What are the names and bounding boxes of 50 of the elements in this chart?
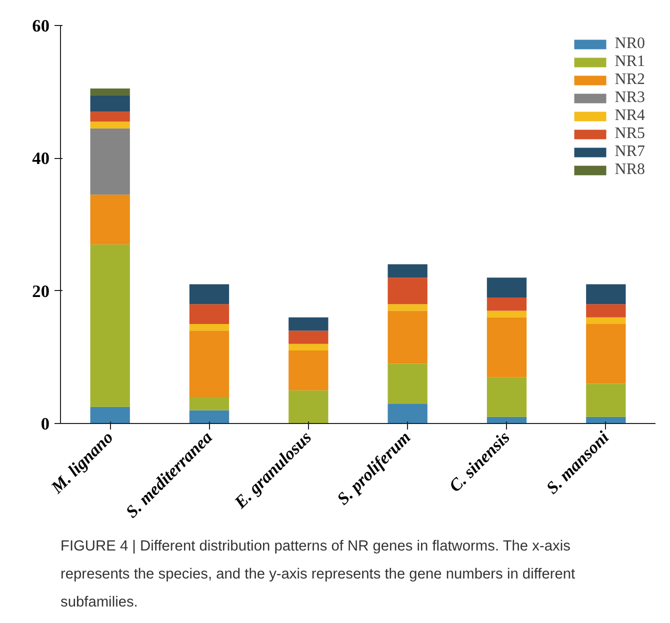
bar	[189, 304, 230, 324]
bar	[288, 330, 328, 344]
bar	[486, 297, 527, 311]
bar	[388, 304, 428, 311]
bar	[486, 377, 527, 417]
bar	[189, 410, 230, 424]
legend-label: NR7	[614, 143, 645, 161]
bar	[90, 88, 130, 96]
bar	[90, 128, 130, 195]
y-tick-label: 40	[32, 149, 50, 168]
bar	[189, 324, 230, 331]
legend-label: NR4	[614, 107, 645, 125]
bar	[486, 416, 527, 424]
caption: FIGURE 4 | Different distribution patterns of NR genes in flatworms. The x-axis represents the species, and the y-axis represents the gene numbers in different subfamilies.	[60, 538, 576, 610]
bar	[288, 390, 328, 424]
legend-label: NR1	[614, 53, 645, 71]
legend-label: NR3	[614, 89, 645, 107]
legend-label: NR0	[614, 35, 645, 53]
bar	[189, 330, 230, 397]
bar	[288, 350, 328, 390]
y-tick-label: 0	[40, 414, 50, 434]
bar	[486, 317, 527, 378]
bar	[90, 244, 130, 407]
bar	[90, 406, 130, 424]
bar	[388, 364, 428, 404]
bar	[388, 278, 428, 304]
bar	[586, 384, 626, 417]
bar	[90, 194, 130, 244]
bar	[586, 416, 626, 424]
bar	[90, 95, 130, 112]
bar	[586, 284, 626, 304]
bar	[388, 264, 428, 278]
bar	[288, 344, 328, 351]
bar	[90, 112, 130, 122]
bar	[586, 324, 626, 384]
y-tick-label: 20	[32, 282, 50, 301]
bar	[388, 310, 428, 364]
bar	[90, 122, 130, 128]
bar	[189, 396, 230, 410]
bar	[586, 304, 626, 318]
y-tick-label: 60	[32, 16, 50, 36]
legend-label: NR8	[614, 161, 645, 179]
legend-label: NR2	[614, 71, 645, 89]
legend-label: NR5	[614, 125, 645, 143]
bar	[486, 310, 527, 318]
bar	[486, 278, 527, 298]
bar	[189, 284, 230, 304]
bar	[288, 317, 328, 331]
bar	[388, 404, 428, 424]
bar	[586, 317, 626, 324]
